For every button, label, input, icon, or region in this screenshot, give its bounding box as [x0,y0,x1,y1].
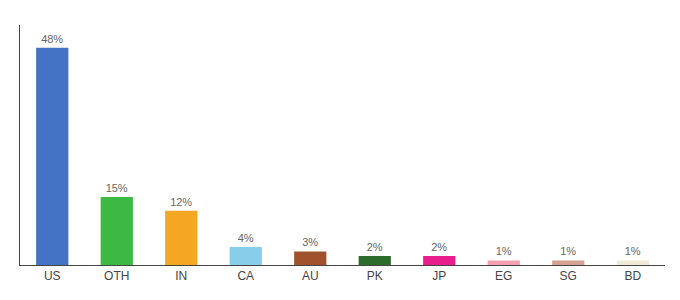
svg-text:4%: 4% [238,232,254,244]
svg-text:12%: 12% [170,196,192,208]
svg-text:BD: BD [624,269,641,283]
svg-text:IN: IN [175,269,187,283]
svg-text:OTH: OTH [104,269,129,283]
svg-text:SG: SG [560,269,577,283]
svg-text:2%: 2% [367,241,383,253]
svg-text:15%: 15% [106,182,128,194]
svg-text:JP: JP [432,269,446,283]
svg-text:2%: 2% [431,241,447,253]
svg-text:1%: 1% [560,245,576,257]
svg-text:PK: PK [367,269,383,283]
svg-text:CA: CA [237,269,254,283]
svg-text:1%: 1% [625,245,641,257]
svg-text:1%: 1% [496,245,512,257]
svg-text:EG: EG [495,269,512,283]
svg-text:US: US [44,269,61,283]
svg-text:3%: 3% [302,236,318,248]
svg-text:AU: AU [302,269,319,283]
svg-text:48%: 48% [41,33,63,45]
